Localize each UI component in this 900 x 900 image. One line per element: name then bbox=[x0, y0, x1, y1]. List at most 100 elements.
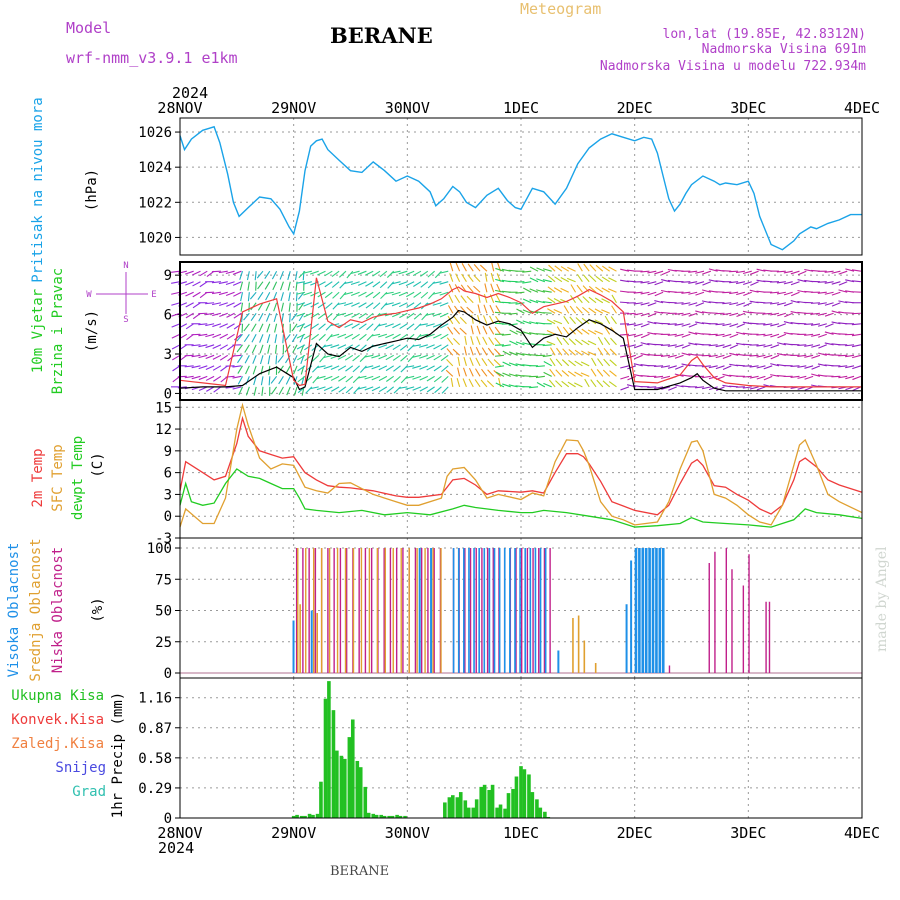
cloud-cover-panel: 100 75 50 25 0 bbox=[147, 537, 863, 682]
wind-barb bbox=[790, 291, 800, 297]
precip-bar bbox=[398, 815, 403, 818]
wind-barb bbox=[626, 323, 636, 326]
wind-barb bbox=[547, 308, 556, 314]
wind-barb bbox=[701, 300, 711, 304]
wind-barb bbox=[357, 375, 367, 379]
wind-barb bbox=[681, 352, 691, 356]
y-tick-label: 9 bbox=[164, 268, 172, 284]
wind-barb bbox=[205, 354, 215, 360]
wind-barb bbox=[508, 362, 518, 367]
wind-barb bbox=[344, 312, 353, 317]
wind-barb bbox=[418, 333, 428, 337]
wind-barb bbox=[245, 386, 250, 396]
cloud-bar-high bbox=[557, 650, 560, 673]
wind-barb bbox=[471, 314, 474, 324]
wind-barb bbox=[462, 367, 467, 377]
wind-barb bbox=[466, 285, 474, 293]
wind-barb bbox=[783, 270, 793, 274]
wind-barb bbox=[419, 386, 429, 392]
wind-barb bbox=[546, 340, 556, 346]
wind-barb bbox=[660, 344, 670, 346]
wind-barb bbox=[594, 319, 604, 325]
wind-barb bbox=[339, 281, 347, 289]
wind-barb bbox=[601, 265, 610, 272]
wind-barb bbox=[279, 281, 284, 291]
wind-barb bbox=[212, 323, 222, 328]
wind-barb bbox=[412, 386, 422, 391]
wind-barb bbox=[391, 291, 401, 296]
wind-barb bbox=[273, 302, 278, 312]
wind-barb bbox=[729, 344, 739, 349]
wind-barb bbox=[463, 357, 467, 366]
wind-barb bbox=[426, 365, 435, 371]
y-tick-label: 100 bbox=[147, 541, 172, 557]
top-date-tick-label: 3DEC bbox=[730, 99, 766, 117]
wind-barb bbox=[399, 302, 408, 308]
wind-barb bbox=[535, 365, 545, 368]
wind-barb bbox=[282, 334, 284, 344]
wind-barb bbox=[501, 268, 511, 272]
cloud-bar-high bbox=[488, 548, 491, 673]
wind-barb bbox=[529, 266, 539, 272]
y-tick-label: 0.58 bbox=[138, 751, 172, 767]
wind-barb bbox=[351, 312, 360, 318]
cloud-bar-high bbox=[651, 548, 655, 673]
wind-barb bbox=[640, 323, 650, 328]
wind-barb bbox=[750, 281, 759, 286]
wind-barb bbox=[596, 379, 604, 388]
wind-barb bbox=[480, 379, 488, 388]
wind-barb bbox=[271, 386, 278, 395]
cloud-bar-low bbox=[668, 665, 671, 673]
wind-barb bbox=[291, 323, 298, 332]
wind-barb bbox=[385, 323, 394, 328]
wind-barb bbox=[439, 281, 449, 285]
cloud-bar-high bbox=[418, 548, 421, 673]
cloud-bar-high bbox=[524, 548, 527, 673]
cloud-bar-high bbox=[452, 548, 455, 673]
wind-barb bbox=[484, 272, 488, 282]
wind-barb bbox=[749, 270, 759, 275]
wind-barb bbox=[245, 365, 250, 375]
wind-barb bbox=[291, 312, 298, 321]
wind-barb bbox=[219, 312, 228, 317]
wind-barb bbox=[391, 281, 401, 285]
wind-barb bbox=[278, 386, 284, 395]
wind-barb bbox=[688, 291, 698, 295]
wind-barb bbox=[253, 386, 257, 396]
wind-barb bbox=[454, 294, 461, 304]
wind-barb bbox=[554, 265, 563, 272]
model-name: wrf-nmm_v3.9.1 e1km bbox=[66, 49, 238, 67]
precip-bar bbox=[514, 776, 519, 818]
wind-barb bbox=[515, 302, 525, 305]
wind-barb bbox=[584, 378, 590, 388]
wind-barb bbox=[213, 375, 222, 382]
precip-bar bbox=[323, 698, 328, 818]
wind-barb bbox=[817, 323, 827, 327]
wind-barb bbox=[233, 323, 242, 330]
wind-barb bbox=[459, 327, 467, 335]
wind-barb bbox=[493, 359, 501, 367]
wind-barb bbox=[225, 386, 235, 389]
wind-barb bbox=[268, 376, 271, 386]
y-tick-label: 15 bbox=[155, 400, 172, 416]
wind-barb bbox=[563, 305, 570, 314]
wind-barb bbox=[694, 386, 705, 389]
wind-barb bbox=[845, 375, 855, 380]
wind-barb bbox=[440, 333, 449, 340]
cloud-bar-mid bbox=[320, 548, 323, 673]
wind-barb bbox=[749, 354, 759, 357]
wind-barb bbox=[280, 302, 284, 312]
wind-barb bbox=[667, 344, 677, 347]
wind-barb bbox=[851, 280, 861, 283]
wind-barb bbox=[259, 334, 264, 343]
wind-barb bbox=[466, 306, 474, 314]
wind-barb bbox=[654, 291, 664, 297]
wind-barb bbox=[351, 302, 360, 307]
top-date-tick-label: 4DEC bbox=[844, 99, 880, 117]
wind-barb bbox=[851, 323, 861, 326]
wind-barb bbox=[674, 344, 684, 348]
wind-barb bbox=[218, 281, 228, 285]
wind-barb bbox=[568, 338, 576, 346]
wind-barb bbox=[357, 386, 367, 390]
wind-barb bbox=[601, 309, 610, 314]
